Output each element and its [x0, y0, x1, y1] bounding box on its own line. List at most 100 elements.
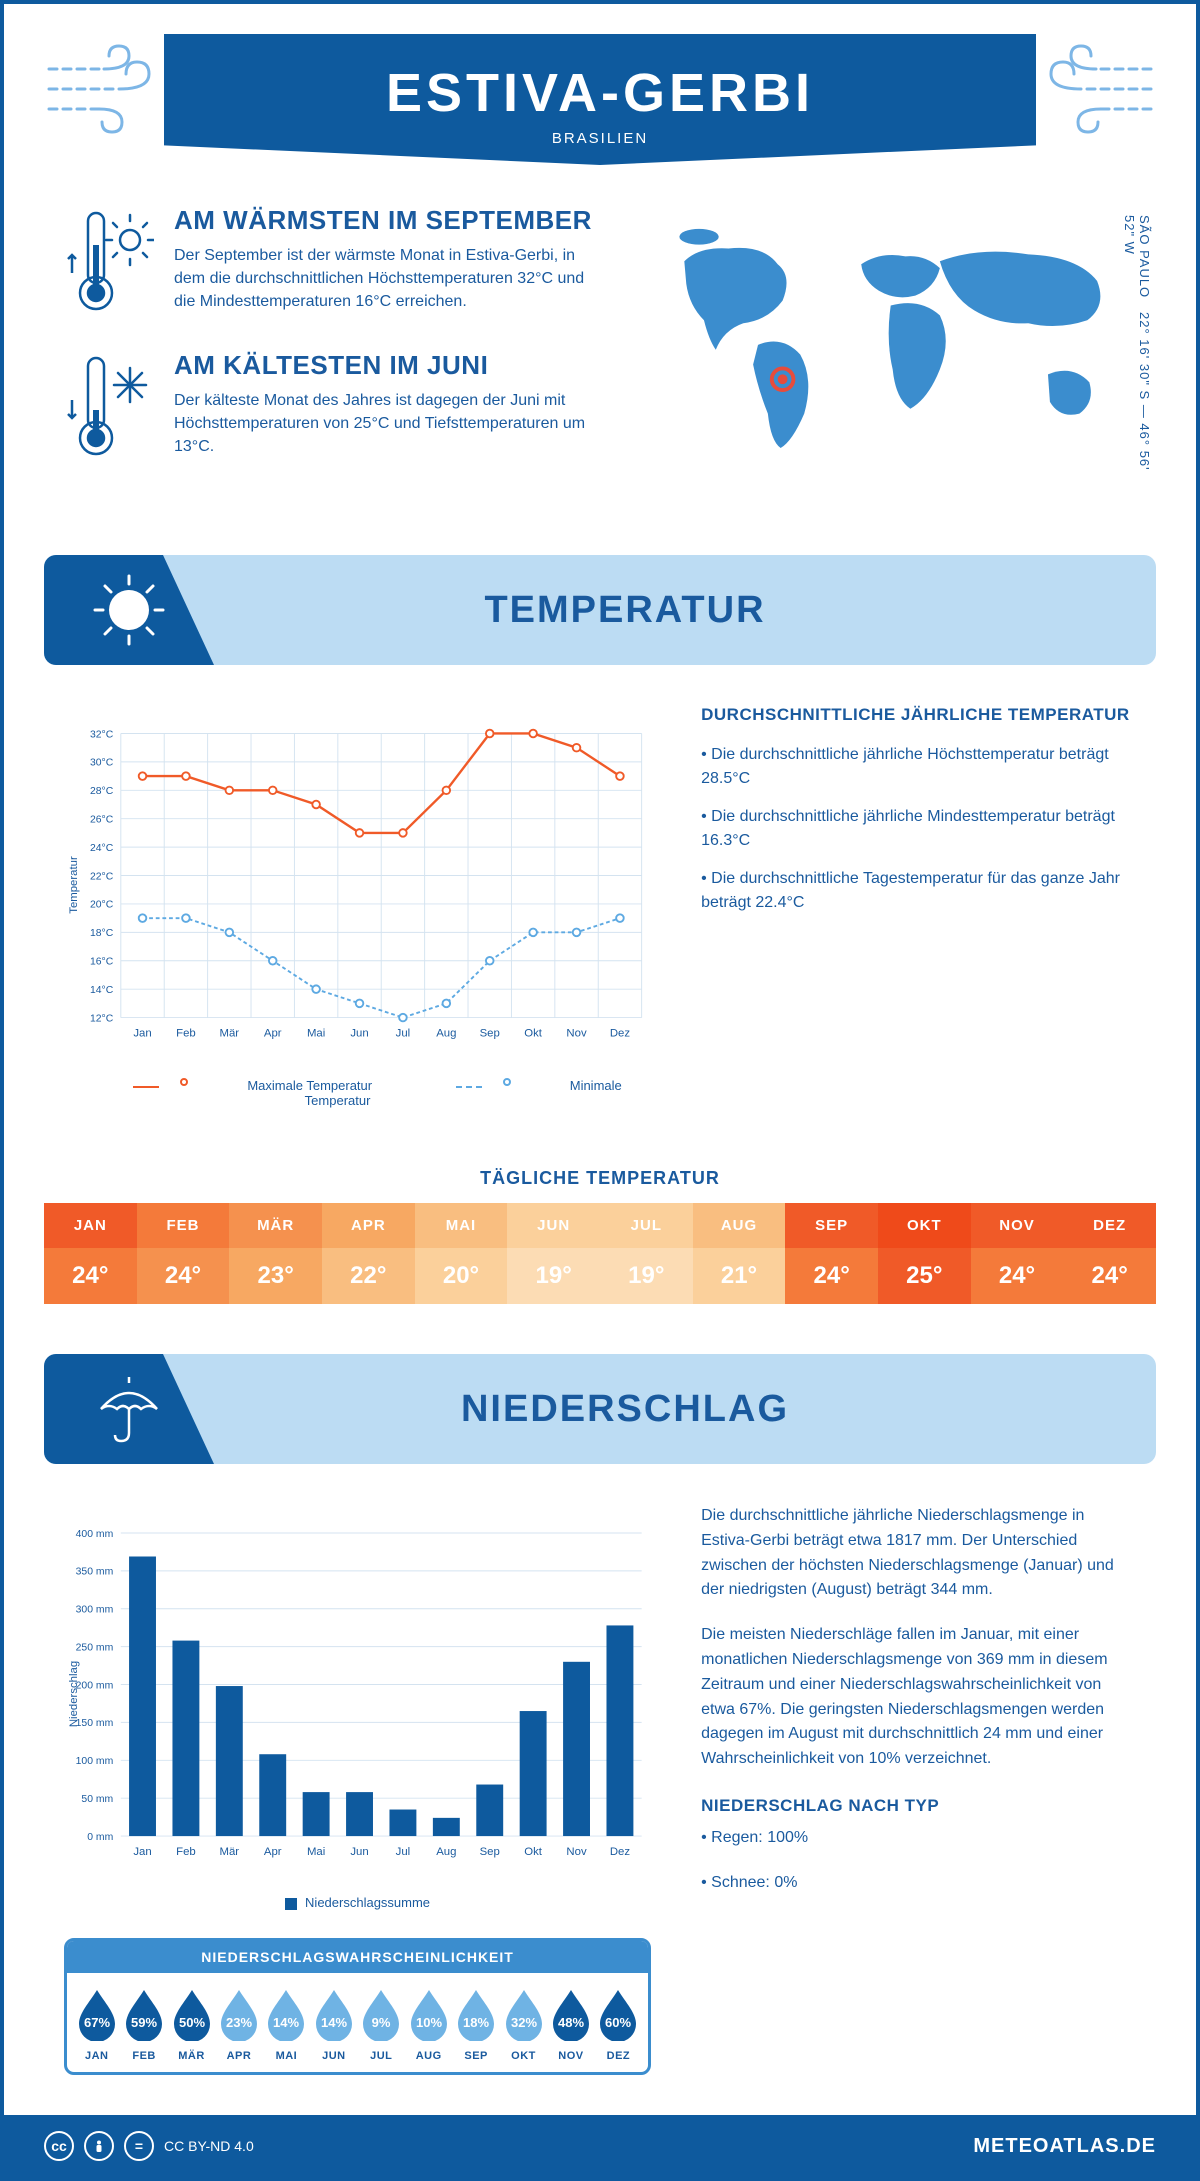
probability-drop: 32%OKT [500, 1987, 547, 2062]
temperature-legend: Maximale Temperatur Minimale Temperatur [64, 1078, 651, 1108]
sun-icon [44, 555, 214, 665]
precipitation-probability-box: NIEDERSCHLAGSWAHRSCHEINLICHKEIT 67%JAN59… [64, 1938, 651, 2075]
svg-text:28°C: 28°C [90, 786, 114, 797]
svg-text:150 mm: 150 mm [76, 1718, 114, 1729]
probability-drop: 48%NOV [547, 1987, 594, 2062]
daily-header-cell: APR [322, 1203, 415, 1248]
thermometer-hot-icon [64, 205, 154, 320]
page-footer: cc = CC BY-ND 4.0 METEOATLAS.DE [4, 2115, 1196, 2177]
precipitation-summary: Die durchschnittliche jährliche Niedersc… [701, 1504, 1136, 2075]
prob-title: NIEDERSCHLAGSWAHRSCHEINLICHKEIT [67, 1941, 648, 1973]
svg-text:Nov: Nov [566, 1028, 587, 1040]
probability-drop: 14%JUN [310, 1987, 357, 2062]
svg-text:Jun: Jun [350, 1846, 368, 1858]
intro-section: AM WÄRMSTEN IM SEPTEMBER Der September i… [4, 205, 1196, 535]
temp-bullet-1: • Die durchschnittliche jährliche Höchst… [701, 743, 1136, 791]
probability-drop: 9%JUL [358, 1987, 405, 2062]
svg-text:Aug: Aug [436, 1846, 456, 1858]
svg-text:Jun: Jun [350, 1028, 368, 1040]
wind-decoration-left [44, 44, 154, 146]
nd-icon: = [124, 2131, 154, 2161]
svg-text:24°C: 24°C [90, 843, 114, 854]
daily-header-cell: NOV [971, 1203, 1064, 1248]
temp-summary-heading: DURCHSCHNITTLICHE JÄHRLICHE TEMPERATUR [701, 705, 1136, 725]
svg-text:50 mm: 50 mm [81, 1794, 113, 1805]
svg-text:18%: 18% [463, 2015, 489, 2030]
coldest-title: AM KÄLTESTEN IM JUNI [174, 350, 605, 381]
svg-text:18°C: 18°C [90, 928, 114, 939]
svg-text:300 mm: 300 mm [76, 1605, 114, 1616]
daily-value-cell: 21° [693, 1248, 786, 1304]
svg-text:Jan: Jan [133, 1846, 151, 1858]
daily-header-cell: MÄR [229, 1203, 322, 1248]
svg-text:14°C: 14°C [90, 985, 114, 996]
daily-header-cell: OKT [878, 1203, 971, 1248]
svg-text:400 mm: 400 mm [76, 1529, 114, 1540]
svg-text:Mär: Mär [220, 1028, 240, 1040]
brand-name: METEOATLAS.DE [973, 2135, 1156, 2158]
daily-header-cell: MAI [415, 1203, 508, 1248]
svg-text:9%: 9% [372, 2015, 391, 2030]
svg-text:Apr: Apr [264, 1846, 282, 1858]
daily-value-cell: 25° [878, 1248, 971, 1304]
svg-text:22°C: 22°C [90, 871, 114, 882]
svg-text:100 mm: 100 mm [76, 1756, 114, 1767]
warmest-text: Der September ist der wärmste Monat in E… [174, 244, 605, 314]
section-header-precipitation: NIEDERSCHLAG [44, 1354, 1156, 1464]
precip-type-heading: NIEDERSCHLAG NACH TYP [701, 1796, 1136, 1816]
svg-text:32%: 32% [511, 2015, 537, 2030]
cc-icon: cc [44, 2131, 74, 2161]
probability-drop: 23%APR [215, 1987, 262, 2062]
probability-drop: 67%JAN [73, 1987, 120, 2062]
temperature-summary: DURCHSCHNITTLICHE JÄHRLICHE TEMPERATUR •… [701, 705, 1136, 1108]
svg-text:26°C: 26°C [90, 815, 114, 826]
svg-text:Apr: Apr [264, 1028, 282, 1040]
license-block: cc = CC BY-ND 4.0 [44, 2131, 254, 2161]
svg-text:Aug: Aug [436, 1028, 456, 1040]
svg-text:48%: 48% [558, 2015, 584, 2030]
umbrella-icon [44, 1354, 214, 1464]
daily-value-cell: 20° [415, 1248, 508, 1304]
svg-text:Mai: Mai [307, 1028, 325, 1040]
page: ESTIVA-GERBI BRASILIEN AM W [0, 0, 1200, 2181]
precip-type-1: • Regen: 100% [701, 1826, 1136, 1851]
svg-text:Niederschlag: Niederschlag [68, 1661, 80, 1727]
svg-text:Sep: Sep [480, 1028, 500, 1040]
probability-drop: 10%AUG [405, 1987, 452, 2062]
daily-value-cell: 24° [44, 1248, 137, 1304]
daily-header-cell: AUG [693, 1203, 786, 1248]
temp-bullet-2: • Die durchschnittliche jährliche Mindes… [701, 805, 1136, 853]
svg-text:30°C: 30°C [90, 758, 114, 769]
header-banner: ESTIVA-GERBI BRASILIEN [164, 34, 1036, 165]
svg-text:Sep: Sep [480, 1846, 500, 1858]
svg-text:Jul: Jul [396, 1846, 411, 1858]
daily-value-cell: 24° [1063, 1248, 1156, 1304]
svg-text:Feb: Feb [176, 1846, 196, 1858]
daily-value-cell: 24° [137, 1248, 230, 1304]
daily-value-cell: 19° [600, 1248, 693, 1304]
svg-text:20°C: 20°C [90, 900, 114, 911]
svg-text:Temperatur: Temperatur [68, 856, 80, 914]
svg-text:0 mm: 0 mm [87, 1832, 113, 1843]
svg-text:14%: 14% [273, 2015, 299, 2030]
by-icon [84, 2131, 114, 2161]
daily-temp-title: TÄGLICHE TEMPERATUR [4, 1168, 1196, 1189]
precip-para-1: Die durchschnittliche jährliche Niedersc… [701, 1504, 1136, 1603]
precip-legend: Niederschlagssumme [64, 1895, 651, 1910]
svg-text:Jul: Jul [396, 1028, 411, 1040]
daily-value-cell: 24° [785, 1248, 878, 1304]
svg-text:200 mm: 200 mm [76, 1680, 114, 1691]
wind-decoration-right [1046, 44, 1156, 146]
svg-text:50%: 50% [179, 2015, 205, 2030]
svg-text:250 mm: 250 mm [76, 1642, 114, 1653]
daily-value-cell: 24° [971, 1248, 1064, 1304]
svg-text:10%: 10% [416, 2015, 442, 2030]
svg-text:Mär: Mär [220, 1846, 240, 1858]
license-text: CC BY-ND 4.0 [164, 2138, 254, 2154]
daily-value-cell: 23° [229, 1248, 322, 1304]
svg-text:67%: 67% [84, 2015, 110, 2030]
svg-text:Feb: Feb [176, 1028, 196, 1040]
svg-text:14%: 14% [321, 2015, 347, 2030]
thermometer-cold-icon [64, 350, 154, 465]
daily-header-cell: FEB [137, 1203, 230, 1248]
